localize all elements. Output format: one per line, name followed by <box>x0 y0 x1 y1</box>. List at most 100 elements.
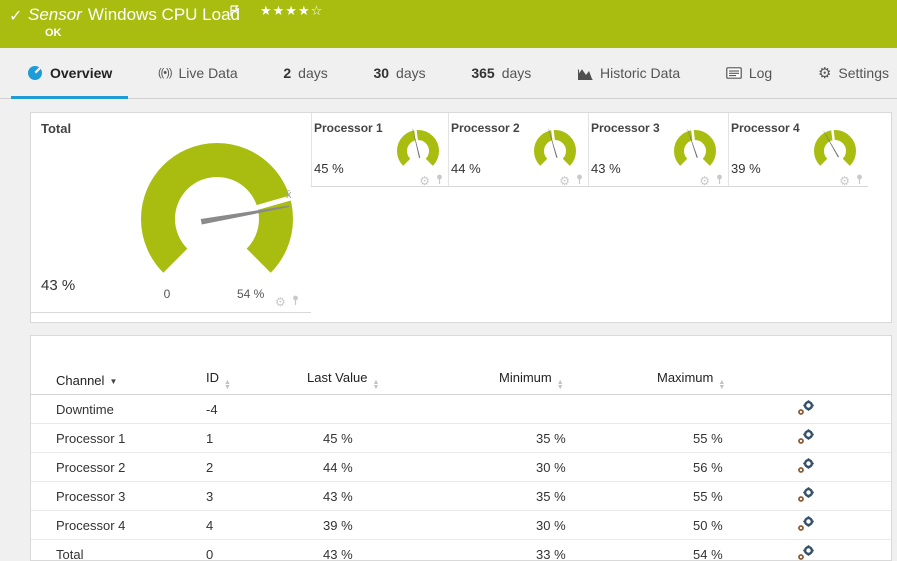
channel-last-value: 45 % <box>306 423 498 453</box>
channel-gear-icon[interactable]: ⚙ <box>419 174 430 188</box>
flag-icon[interactable] <box>229 4 240 22</box>
tab-historic-data-label: Historic Data <box>600 65 681 81</box>
gauge-cell-processor-3: Processor 3 43 % ⚙ <box>588 113 728 188</box>
live-data-icon: ((•)) <box>157 67 172 79</box>
channel-id: 2 <box>181 452 306 482</box>
channel-gear-icon[interactable]: ⚙ <box>275 295 286 309</box>
pin-icon[interactable] <box>855 172 864 190</box>
page-title: Sensor Windows CPU Load <box>28 5 240 25</box>
cell-divider <box>311 113 312 186</box>
channel-settings-gears-icon[interactable] <box>796 423 891 453</box>
table-row-total: Total 0 43 % 33 % 54 % <box>31 539 891 561</box>
cell-divider <box>31 312 311 313</box>
gauge-current-value: 45 % <box>314 161 344 176</box>
gauge-title: Processor 2 <box>451 121 520 135</box>
channel-settings-gears-icon[interactable] <box>796 481 891 511</box>
sensor-word: Sensor <box>28 5 82 24</box>
column-header-channel[interactable]: Channel ▼ <box>31 366 181 395</box>
table-row-processor-4: Processor 4 4 39 % 30 % 50 % <box>31 510 891 540</box>
channel-name[interactable]: Total <box>31 539 181 561</box>
channels-table: Channel ▼ ID ▲ ▼ Last Value ▲ ▼ Minimum ▲ ▼ Max… <box>31 366 891 561</box>
gauge-title: Total <box>41 121 72 136</box>
tab-2-days-label: days <box>298 65 328 81</box>
pin-icon[interactable] <box>575 172 584 190</box>
processor-gauge <box>397 128 439 166</box>
column-header-maximum[interactable]: Maximum ▲ ▼ <box>656 366 796 395</box>
processor-gauge <box>674 128 716 166</box>
channel-minimum: 30 % <box>498 452 656 482</box>
channel-last-value: 44 % <box>306 452 498 482</box>
channel-settings-gears-icon[interactable] <box>796 452 891 482</box>
gauge-scale-min: 0 <box>163 287 171 301</box>
pin-icon[interactable] <box>291 293 300 311</box>
channel-minimum: 35 % <box>498 481 656 511</box>
sensor-name: Windows CPU Load <box>87 5 240 24</box>
channel-settings-gears-icon[interactable] <box>796 539 891 561</box>
channel-name[interactable]: Processor 3 <box>31 481 181 511</box>
priority-stars[interactable]: ★★★★☆ <box>260 3 324 18</box>
gauge-current-value: 44 % <box>451 161 481 176</box>
gear-icon: ⚙ <box>817 65 832 82</box>
gauges-panel: Total x̄ 43 % 0 54 % ⚙ Processor 1 4 <box>30 112 892 323</box>
table-header-row: Channel ▼ ID ▲ ▼ Last Value ▲ ▼ Minimum ▲ ▼ Max… <box>31 366 891 395</box>
cell-divider <box>728 113 729 186</box>
column-header-last-value[interactable]: Last Value ▲ ▼ <box>306 366 498 395</box>
tab-30-days[interactable]: 30 days <box>371 48 427 98</box>
column-header-actions <box>796 366 891 395</box>
channel-gear-icon[interactable]: ⚙ <box>839 174 850 188</box>
area-chart-icon <box>577 66 593 80</box>
cell-divider <box>588 186 728 187</box>
sort-icon: ▲ ▼ <box>372 379 380 391</box>
column-header-minimum[interactable]: Minimum ▲ ▼ <box>498 366 656 395</box>
tab-365-days[interactable]: 365 days <box>469 48 533 98</box>
channel-settings-gears-icon[interactable] <box>796 510 891 540</box>
channel-id: 0 <box>181 539 306 561</box>
channel-gear-icon[interactable]: ⚙ <box>699 174 710 188</box>
column-header-id[interactable]: ID ▲ ▼ <box>181 366 306 395</box>
tab-2-days-number: 2 <box>283 65 292 81</box>
channel-name[interactable]: Processor 4 <box>31 510 181 540</box>
channel-id: 3 <box>181 481 306 511</box>
channel-id: 4 <box>181 510 306 540</box>
status-badge: OK <box>45 27 62 39</box>
channel-name[interactable]: Downtime <box>31 394 181 424</box>
gauge-current-value: 43 % <box>41 277 76 294</box>
gauge-title: Processor 4 <box>731 121 800 135</box>
tab-live-data-label: Live Data <box>178 65 238 81</box>
tab-historic-data[interactable]: Historic Data <box>575 48 682 98</box>
cell-divider <box>728 186 868 187</box>
tab-365-days-number: 365 <box>471 65 495 81</box>
tab-overview-label: Overview <box>50 65 113 81</box>
table-row-downtime: Downtime -4 <box>31 394 891 424</box>
sort-desc-icon: ▼ <box>109 376 118 386</box>
tab-log-label: Log <box>748 65 773 81</box>
tab-live-data[interactable]: ((•)) Live Data <box>156 48 240 98</box>
channel-settings-gears-icon[interactable] <box>796 394 891 424</box>
gauge-title: Processor 3 <box>591 121 660 135</box>
sort-icon: ▲ ▼ <box>556 379 564 391</box>
tab-settings-label: Settings <box>838 65 889 81</box>
channel-name[interactable]: Processor 1 <box>31 423 181 453</box>
sensor-titlebar: ✓ Sensor Windows CPU Load ★★★★☆ OK <box>0 0 897 48</box>
tab-2-days[interactable]: 2 days <box>281 48 329 98</box>
table-row-processor-2: Processor 2 2 44 % 30 % 56 % <box>31 452 891 482</box>
channel-last-value: 43 % <box>306 539 498 561</box>
tab-log[interactable]: Log <box>724 48 774 98</box>
channel-name[interactable]: Processor 2 <box>31 452 181 482</box>
tab-bar: Overview ((•)) Live Data 2 days 30 days … <box>0 48 897 99</box>
tab-overview[interactable]: Overview <box>10 48 129 99</box>
processor-gauge <box>814 128 856 166</box>
channel-minimum: 30 % <box>498 510 656 540</box>
pin-icon[interactable] <box>715 172 724 190</box>
channel-maximum: 55 % <box>656 423 796 453</box>
gauge-icon <box>27 65 43 81</box>
sort-icon: ▲ ▼ <box>224 379 231 391</box>
cell-divider <box>448 113 449 186</box>
cell-divider <box>588 113 589 186</box>
tab-settings[interactable]: ⚙ Settings <box>816 48 891 98</box>
tab-365-days-label: days <box>501 65 532 81</box>
channel-gear-icon[interactable]: ⚙ <box>559 174 570 188</box>
channel-minimum: 33 % <box>498 539 656 561</box>
pin-icon[interactable] <box>435 172 444 190</box>
gauge-scale-max: 54 % <box>237 287 265 301</box>
